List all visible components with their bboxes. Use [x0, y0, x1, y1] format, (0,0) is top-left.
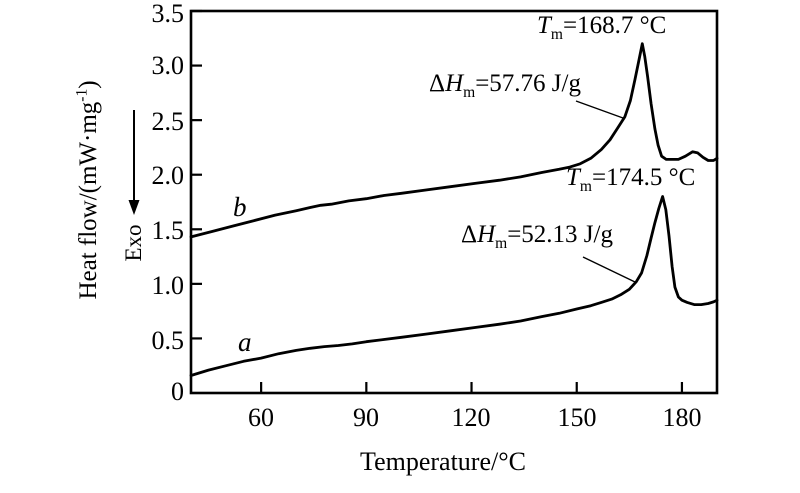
plot-border [189, 9, 719, 395]
curve-b-label: b [233, 192, 247, 222]
annotation-enthalpy-curve-b: ΔHm=57.76 J/g [429, 70, 581, 101]
y-tick-label-1-0: 1.0 [151, 271, 185, 300]
curve-b [189, 42, 719, 239]
y-tick-label-1-5: 1.5 [151, 216, 185, 245]
x-tick-label-90: 90 [353, 403, 379, 432]
leader-line-b [575, 100, 624, 119]
y-tick-label-2-0: 2.0 [151, 161, 185, 190]
annotation-tm-curve-b: Tm=168.7 °C [537, 12, 667, 43]
axis-tick-marks [191, 9, 684, 393]
y-tick-label-3-0: 3.0 [151, 51, 185, 80]
y-tick-label-0: 0 [171, 377, 184, 406]
y-axis-title: Heat flow/(mW·mg-1) [73, 80, 102, 300]
y-tick-label-0-5: 0.5 [151, 326, 185, 355]
exo-down-arrow-icon [128, 110, 140, 215]
curve-a-label: a [238, 327, 252, 357]
x-tick-label-60: 60 [248, 403, 274, 432]
x-axis-title: Temperature/°C [360, 447, 526, 476]
x-tick-label-120: 120 [451, 403, 491, 432]
leader-line-a [582, 256, 636, 283]
annotation-tm-curve-a: Tm=174.5 °C [566, 164, 696, 195]
y-tick-label-2-5: 2.5 [151, 107, 185, 136]
curve-a [189, 195, 719, 377]
annotation-enthalpy-curve-a: ΔHm=52.13 J/g [461, 221, 613, 252]
exo-label: Exo [121, 224, 146, 262]
x-tick-label-180: 180 [662, 403, 702, 432]
curves [189, 42, 719, 377]
y-tick-label-3-5: 3.5 [151, 0, 185, 28]
x-tick-label-150: 150 [557, 403, 597, 432]
